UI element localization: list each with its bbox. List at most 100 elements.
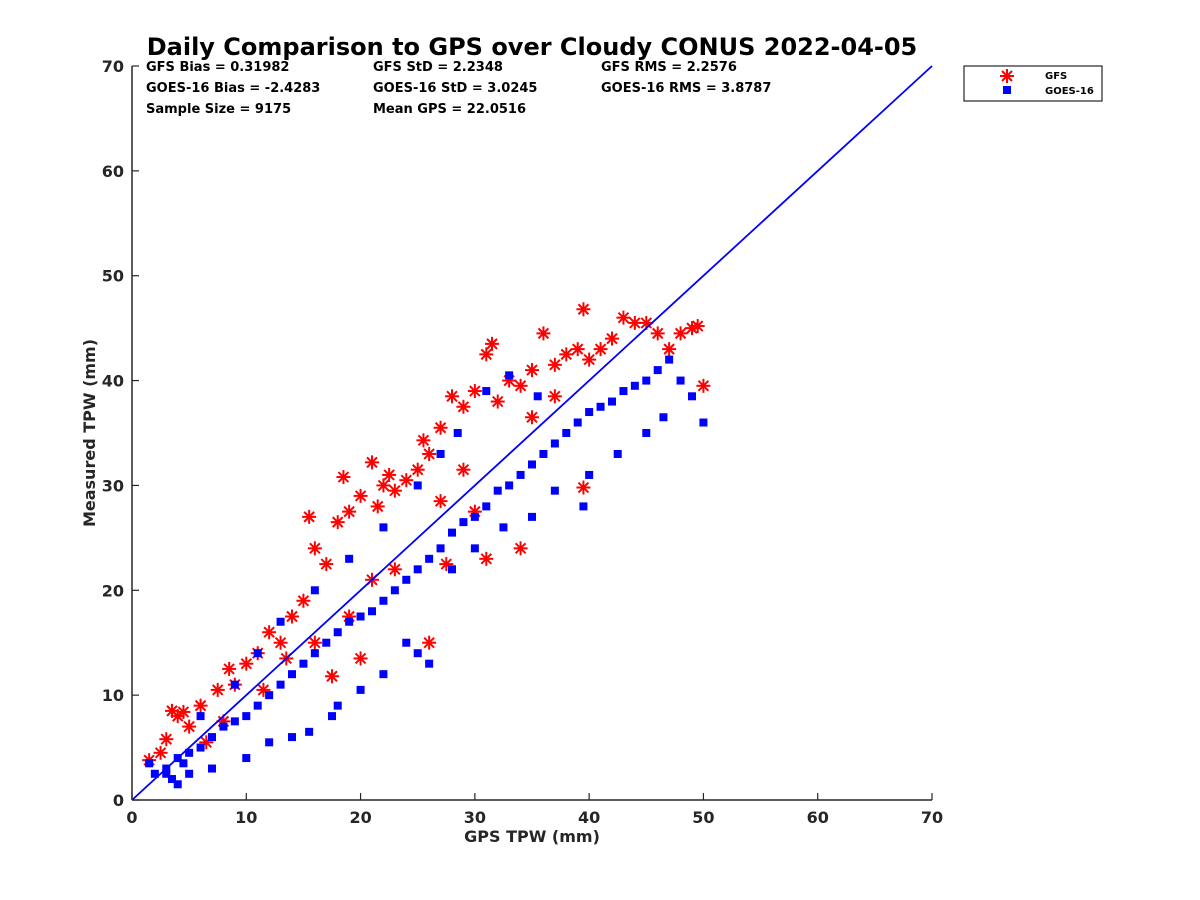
- goes16-point: [265, 738, 274, 747]
- chart-title: Daily Comparison to GPS over Cloudy CONU…: [147, 33, 918, 61]
- y-tick-label: 30: [102, 476, 124, 495]
- gfs-point: [525, 410, 539, 425]
- gfs-point: [285, 609, 299, 624]
- goes16-point: [539, 449, 548, 458]
- legend-goes-marker: [1003, 86, 1011, 94]
- goes16-point: [493, 486, 502, 495]
- gfs-point: [422, 446, 437, 461]
- stat-goes-std: GOES-16 StD = 3.0245: [373, 81, 537, 96]
- stat-gfs-std: GFS StD = 2.2348: [373, 60, 503, 75]
- goes16-point: [550, 486, 559, 495]
- goes16-point: [322, 638, 331, 647]
- goes16-point: [173, 780, 182, 789]
- legend: GFS GOES-16: [963, 65, 1103, 102]
- legend-gfs-marker: [1000, 69, 1014, 83]
- gfs-point: [605, 331, 619, 346]
- gfs-point: [559, 347, 574, 362]
- y-tick-label: 20: [102, 581, 124, 600]
- gfs-point: [690, 319, 705, 334]
- goes16-point: [379, 523, 388, 532]
- gfs-point: [410, 462, 425, 477]
- goes16-point: [145, 759, 154, 768]
- stat-mean-gps: Mean GPS = 22.0516: [373, 102, 526, 117]
- gfs-point: [296, 593, 311, 608]
- legend-box: [963, 65, 1103, 102]
- x-tick-label: 50: [692, 808, 714, 827]
- goes16-point: [448, 528, 456, 537]
- gfs-point: [159, 732, 174, 747]
- x-tick-label: 10: [235, 808, 257, 827]
- goes16-point: [379, 670, 388, 679]
- gfs-point: [325, 669, 339, 684]
- gfs-point: [433, 494, 448, 509]
- goes16-point: [425, 659, 434, 668]
- goes16-point: [185, 748, 194, 757]
- gfs-point: [662, 342, 677, 357]
- goes16-point: [459, 518, 468, 527]
- gfs-point: [490, 394, 505, 409]
- gfs-point: [485, 336, 499, 351]
- gfs-point: [513, 541, 528, 556]
- goes16-point: [242, 712, 251, 721]
- gfs-point: [307, 541, 322, 556]
- goes16-point: [619, 387, 628, 396]
- goes16-point: [665, 355, 674, 364]
- goes16-point: [676, 376, 685, 385]
- goes16-point: [379, 596, 388, 605]
- gfs-point: [399, 473, 414, 488]
- stats-annotations: GFS Bias = 0.31982 GFS StD = 2.2348 GFS …: [146, 60, 771, 117]
- goes16-point: [333, 628, 342, 637]
- goes16-point: [356, 612, 365, 621]
- x-tick-label: 40: [578, 808, 600, 827]
- y-tick-label: 60: [102, 162, 124, 181]
- x-tick-label: 30: [464, 808, 486, 827]
- goes16-point: [630, 381, 639, 390]
- goes16-point: [453, 429, 462, 437]
- goes16-point: [596, 402, 605, 411]
- goes16-point: [276, 617, 285, 626]
- gfs-point: [307, 635, 322, 650]
- gfs-point: [353, 488, 368, 503]
- gfs-point: [582, 352, 597, 367]
- goes16-point: [528, 460, 536, 469]
- stat-gfs-bias: GFS Bias = 0.31982: [146, 60, 289, 75]
- goes16-point: [390, 586, 399, 595]
- goes16-point: [436, 544, 445, 553]
- x-tick-label: 60: [807, 808, 829, 827]
- y-tick-label: 0: [113, 791, 124, 810]
- goes16-point: [550, 439, 559, 448]
- gfs-point: [342, 504, 357, 519]
- goes16-point: [516, 470, 525, 479]
- x-tick-label: 0: [126, 808, 137, 827]
- gfs-point: [353, 651, 368, 666]
- gfs-point: [319, 557, 334, 572]
- goes16-point: [168, 775, 176, 784]
- goes16-point: [356, 685, 365, 694]
- gfs-point: [153, 745, 168, 760]
- goes16-point: [585, 470, 594, 479]
- goes16-point: [579, 502, 588, 511]
- legend-goes-label: GOES-16: [1045, 86, 1094, 97]
- stat-gfs-rms: GFS RMS = 2.2576: [601, 60, 737, 75]
- goes16-point: [230, 680, 239, 689]
- gfs-point: [433, 420, 448, 435]
- goes16-point: [448, 565, 456, 574]
- gfs-point: [456, 399, 471, 414]
- axes: [131, 66, 932, 801]
- y-tick-label: 70: [102, 57, 124, 76]
- goes16-point: [425, 554, 434, 563]
- gfs-point: [547, 389, 562, 404]
- gfs-point: [193, 698, 208, 713]
- goes16-point: [585, 408, 594, 417]
- goes16-point: [179, 759, 188, 768]
- goes16-point: [299, 659, 308, 668]
- x-axis-label: GPS TPW (mm): [464, 827, 600, 846]
- gfs-point: [479, 551, 494, 566]
- goes16-point: [688, 392, 696, 401]
- gfs-point: [673, 326, 688, 341]
- gfs-point: [416, 433, 431, 448]
- goes16-point: [150, 769, 159, 778]
- goes16-point: [413, 565, 422, 574]
- goes16-point: [699, 418, 708, 427]
- gfs-point: [210, 682, 225, 697]
